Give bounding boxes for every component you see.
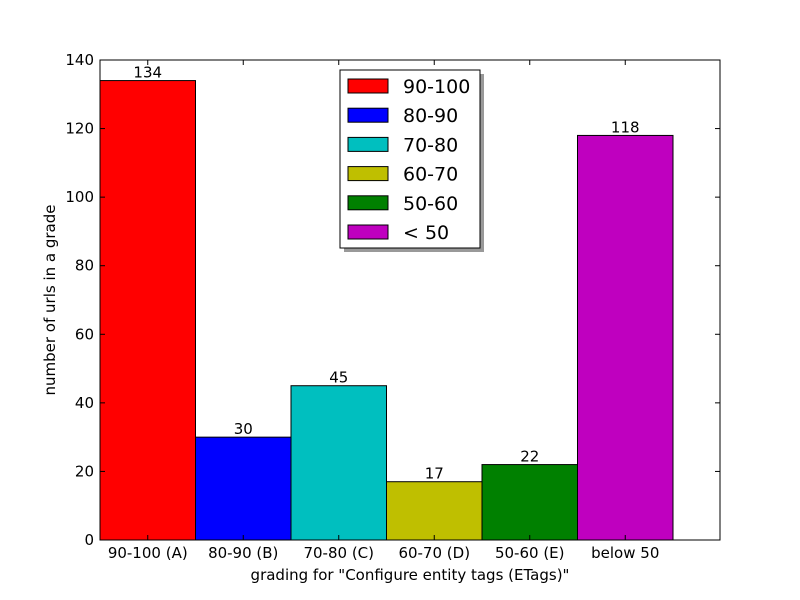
bar [290,385,387,541]
legend-swatch [347,195,389,211]
y-axis-title: number of urls in a grade [41,205,59,396]
x-tick-label: 90-100 (A) [108,544,188,562]
legend-label: 90-100 [403,76,470,98]
x-axis-title: grading for "Configure entity tags (ETag… [251,566,570,584]
plot-frame [99,59,721,541]
bar [386,481,483,541]
y-axis: 0 20 40 60 80 100 120 140 [65,51,720,549]
legend-label: 60-70 [403,164,458,186]
y-tick-label: 0 [84,531,94,549]
data-labels-group: 134 30 45 17 22 118 [133,64,639,483]
data-label: 17 [425,465,444,483]
x-tick-label: 70-80 (C) [303,544,374,562]
y-tick-label: 80 [75,257,94,275]
bar [99,80,196,541]
legend-swatch [347,166,389,182]
bar [577,134,674,541]
x-tick-label: 60-70 (D) [398,544,470,562]
legend-box [339,69,481,249]
x-tick-label: 80-90 (B) [208,544,278,562]
legend-label: < 50 [403,222,449,244]
legend-label: 80-90 [403,105,458,127]
y-tick-label: 100 [65,188,94,206]
y-tick-label: 60 [75,325,94,343]
data-label: 22 [520,448,539,466]
y-tick-label: 40 [75,394,94,412]
x-tick-label: below 50 [591,544,659,562]
data-label: 134 [133,64,162,82]
legend-label: 70-80 [403,134,458,156]
legend-swatch [347,224,389,240]
x-tick-label: 50-60 (E) [495,544,565,562]
legend-label: 50-60 [403,193,458,215]
x-axis: 90-100 (A) 80-90 (B) 70-80 (C) 60-70 (D) 50-… [108,60,659,562]
data-label: 45 [329,369,348,387]
y-tick-label: 120 [65,120,94,138]
data-label: 30 [234,420,253,438]
bars-group [99,80,674,541]
legend: 90-100 80-90 70-80 60-70 50-60 < 50 [339,69,484,252]
bar [481,464,578,541]
bar [195,436,292,541]
legend-swatch [347,107,389,123]
y-tick-label: 20 [75,462,94,480]
data-label: 118 [611,118,640,136]
legend-swatch [347,78,389,94]
y-tick-label: 140 [65,51,94,69]
legend-swatch [347,136,389,152]
